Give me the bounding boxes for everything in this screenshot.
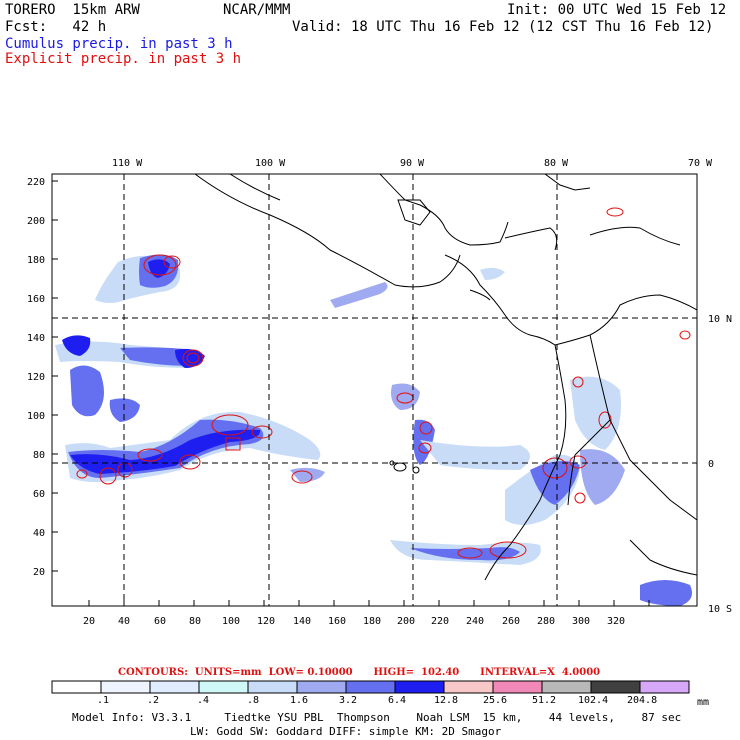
y-axis-labels: 220 200 180 160 140 120 100 80 60 40 20 bbox=[27, 177, 45, 578]
y-tick-label: 100 bbox=[27, 411, 45, 422]
contours-label: CONTOURS: UNITS=mm LOW= 0.10000 HIGH= 10… bbox=[118, 667, 601, 678]
colorbar-swatch bbox=[51, 680, 102, 694]
lat-label-10n: 10 N bbox=[708, 314, 732, 325]
lon-label-90w: 90 W bbox=[400, 158, 425, 169]
y-tick-label: 180 bbox=[27, 255, 45, 266]
x-tick-label: 140 bbox=[293, 616, 311, 627]
y-tick-label: 20 bbox=[33, 567, 45, 578]
x-axis-labels: 20 40 60 80 100 120 140 160 180 200 220 … bbox=[83, 616, 625, 627]
colorbar-swatch bbox=[443, 680, 494, 694]
y-tick-label: 120 bbox=[27, 372, 45, 383]
forecast-hour: Fcst: 42 h bbox=[5, 19, 107, 35]
colorbar-level: .2 bbox=[147, 695, 160, 706]
colorbar-level: 6.4 bbox=[388, 695, 407, 706]
x-tick-label: 120 bbox=[257, 616, 275, 627]
colorbar-swatch bbox=[541, 680, 592, 694]
model-info-line2: LW: Godd SW: Goddard DIFF: simple KM: 2D… bbox=[190, 725, 502, 738]
colorbar-swatch bbox=[198, 680, 249, 694]
colorbar-swatch bbox=[639, 680, 690, 694]
colorbar-level: 51.2 bbox=[532, 695, 557, 706]
x-tick-label: 200 bbox=[397, 616, 415, 627]
x-tick-label: 60 bbox=[154, 616, 166, 627]
lat-label-0: 0 bbox=[708, 459, 714, 470]
colorbar-swatch bbox=[590, 680, 641, 694]
model-title: TORERO 15km ARW bbox=[5, 2, 140, 18]
y-tick-label: 200 bbox=[27, 216, 45, 227]
colorbar-level: 3.2 bbox=[339, 695, 358, 706]
colorbar-unit: mm bbox=[697, 697, 710, 708]
colorbar-level: .4 bbox=[197, 695, 210, 706]
colorbar bbox=[51, 680, 690, 694]
colorbar-level: 102.4 bbox=[578, 695, 609, 706]
y-tick-label: 140 bbox=[27, 333, 45, 344]
x-tick-label: 180 bbox=[363, 616, 381, 627]
x-tick-label: 160 bbox=[328, 616, 346, 627]
x-tick-label: 40 bbox=[118, 616, 130, 627]
colorbar-level: 25.6 bbox=[483, 695, 508, 706]
y-tick-label: 160 bbox=[27, 294, 45, 305]
axis-ticks bbox=[52, 180, 650, 606]
explicit-precip-contours bbox=[76, 207, 691, 559]
model-info-line1: Model Info: V3.3.1 Tiedtke YSU PBL Thomp… bbox=[72, 711, 682, 724]
lat-label-10s: 10 S bbox=[708, 604, 732, 615]
lon-label-110w: 110 W bbox=[112, 158, 143, 169]
colorbar-level: .1 bbox=[97, 695, 110, 706]
lon-label-100w: 100 W bbox=[255, 158, 286, 169]
colorbar-swatch bbox=[149, 680, 200, 694]
colorbar-swatch bbox=[247, 680, 298, 694]
valid-time: Valid: 18 UTC Thu 16 Feb 12 (12 CST Thu … bbox=[292, 19, 714, 35]
legend-explicit: Explicit precip. in past 3 h bbox=[5, 51, 242, 67]
x-tick-label: 300 bbox=[572, 616, 590, 627]
map-frame bbox=[51, 173, 698, 607]
lon-label-80w: 80 W bbox=[544, 158, 569, 169]
x-tick-label: 100 bbox=[222, 616, 240, 627]
org-label: NCAR/MMM bbox=[223, 2, 291, 18]
colorbar-level: 1.6 bbox=[290, 695, 309, 706]
x-tick-label: 20 bbox=[83, 616, 95, 627]
colorbar-level: 204.8 bbox=[627, 695, 658, 706]
x-tick-label: 320 bbox=[607, 616, 625, 627]
init-time: Init: 00 UTC Wed 15 Feb 12 bbox=[507, 2, 727, 18]
cumulus-precip-areas bbox=[55, 254, 693, 606]
colorbar-swatch bbox=[394, 680, 445, 694]
colorbar-swatch bbox=[100, 680, 151, 694]
y-tick-label: 220 bbox=[27, 177, 45, 188]
colorbar-level: .8 bbox=[247, 695, 260, 706]
legend-cumulus: Cumulus precip. in past 3 h bbox=[5, 36, 233, 52]
colorbar-swatch bbox=[296, 680, 347, 694]
y-tick-label: 60 bbox=[33, 489, 45, 500]
x-tick-label: 220 bbox=[431, 616, 449, 627]
x-tick-label: 240 bbox=[466, 616, 484, 627]
y-tick-label: 80 bbox=[33, 450, 45, 461]
y-tick-label: 40 bbox=[33, 528, 45, 539]
latlon-gridlines bbox=[52, 174, 697, 606]
colorbar-swatch bbox=[492, 680, 543, 694]
x-tick-label: 80 bbox=[189, 616, 201, 627]
colorbar-level: 12.8 bbox=[434, 695, 459, 706]
coastlines bbox=[194, 174, 697, 581]
x-tick-label: 260 bbox=[502, 616, 520, 627]
x-tick-label: 280 bbox=[537, 616, 555, 627]
lon-label-70w: 70 W bbox=[688, 158, 713, 169]
colorbar-swatch bbox=[345, 680, 396, 694]
